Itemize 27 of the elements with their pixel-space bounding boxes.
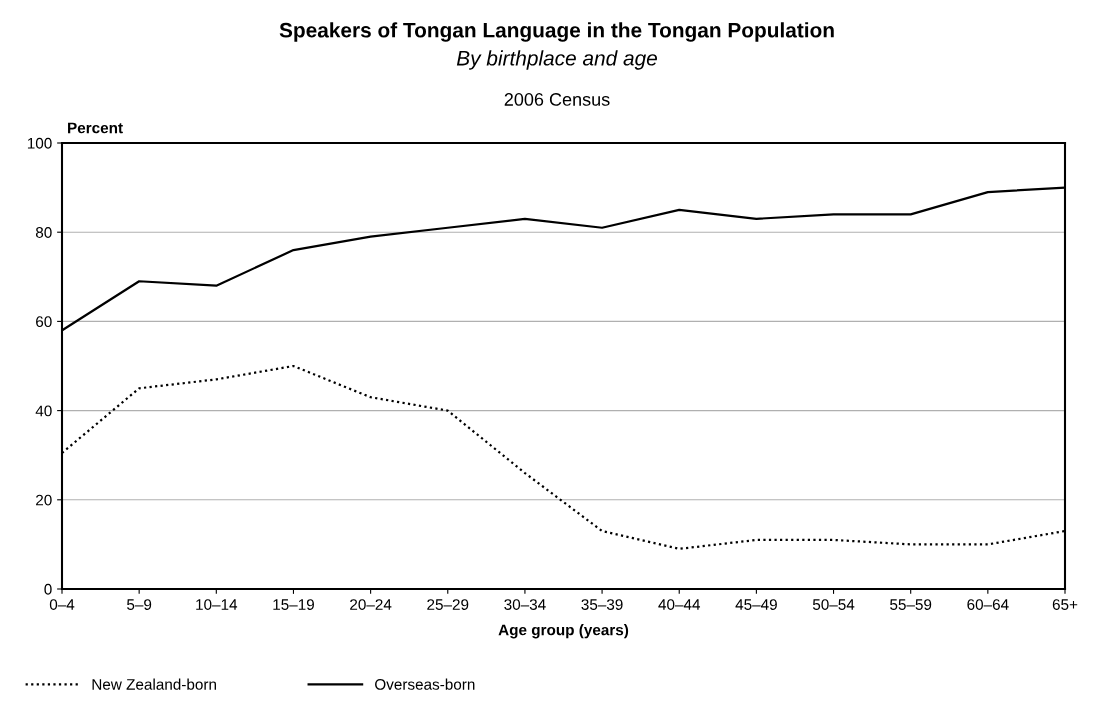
- y-tick-label: 40: [35, 405, 52, 417]
- y-tick-label: 100: [27, 137, 52, 149]
- x-axis-title: Age group (years): [498, 624, 629, 639]
- x-tick-label: 30–34: [504, 599, 546, 610]
- y-tick-label: 0: [44, 583, 52, 595]
- y-tick-label: 60: [36, 316, 52, 328]
- y-tick-label: 20: [36, 494, 52, 506]
- x-tick-label: 0–4: [49, 599, 75, 610]
- x-tick-label: 25–29: [427, 599, 469, 610]
- x-tick-label: 50–54: [812, 599, 855, 610]
- x-tick-label: 40–44: [658, 599, 701, 610]
- text: 2006 Census: [504, 93, 610, 106]
- y-tick-label: 80: [35, 227, 52, 238]
- x-tick-label: 60–64: [967, 599, 1009, 610]
- chart-subtitle: By birthplace and age: [456, 50, 657, 70]
- chart-title: Speakers of Tongan Language in the Tongan Population: [279, 22, 834, 42]
- legend-label: Overseas-born: [375, 678, 475, 690]
- x-tick-label: 35–39: [581, 599, 623, 610]
- x-tick-label: 45–49: [735, 599, 777, 610]
- x-tick-label: 15–19: [273, 599, 314, 610]
- y-axis-title: Percent: [68, 122, 123, 134]
- x-tick-label: 65+: [1052, 599, 1078, 610]
- x-tick-label: 10–14: [196, 599, 238, 610]
- x-tick-label: 55–59: [890, 599, 932, 610]
- x-tick-label: 5–9: [127, 599, 152, 610]
- legend-label: New Zealand-born: [92, 678, 216, 690]
- x-tick-label: 20–24: [350, 599, 392, 610]
